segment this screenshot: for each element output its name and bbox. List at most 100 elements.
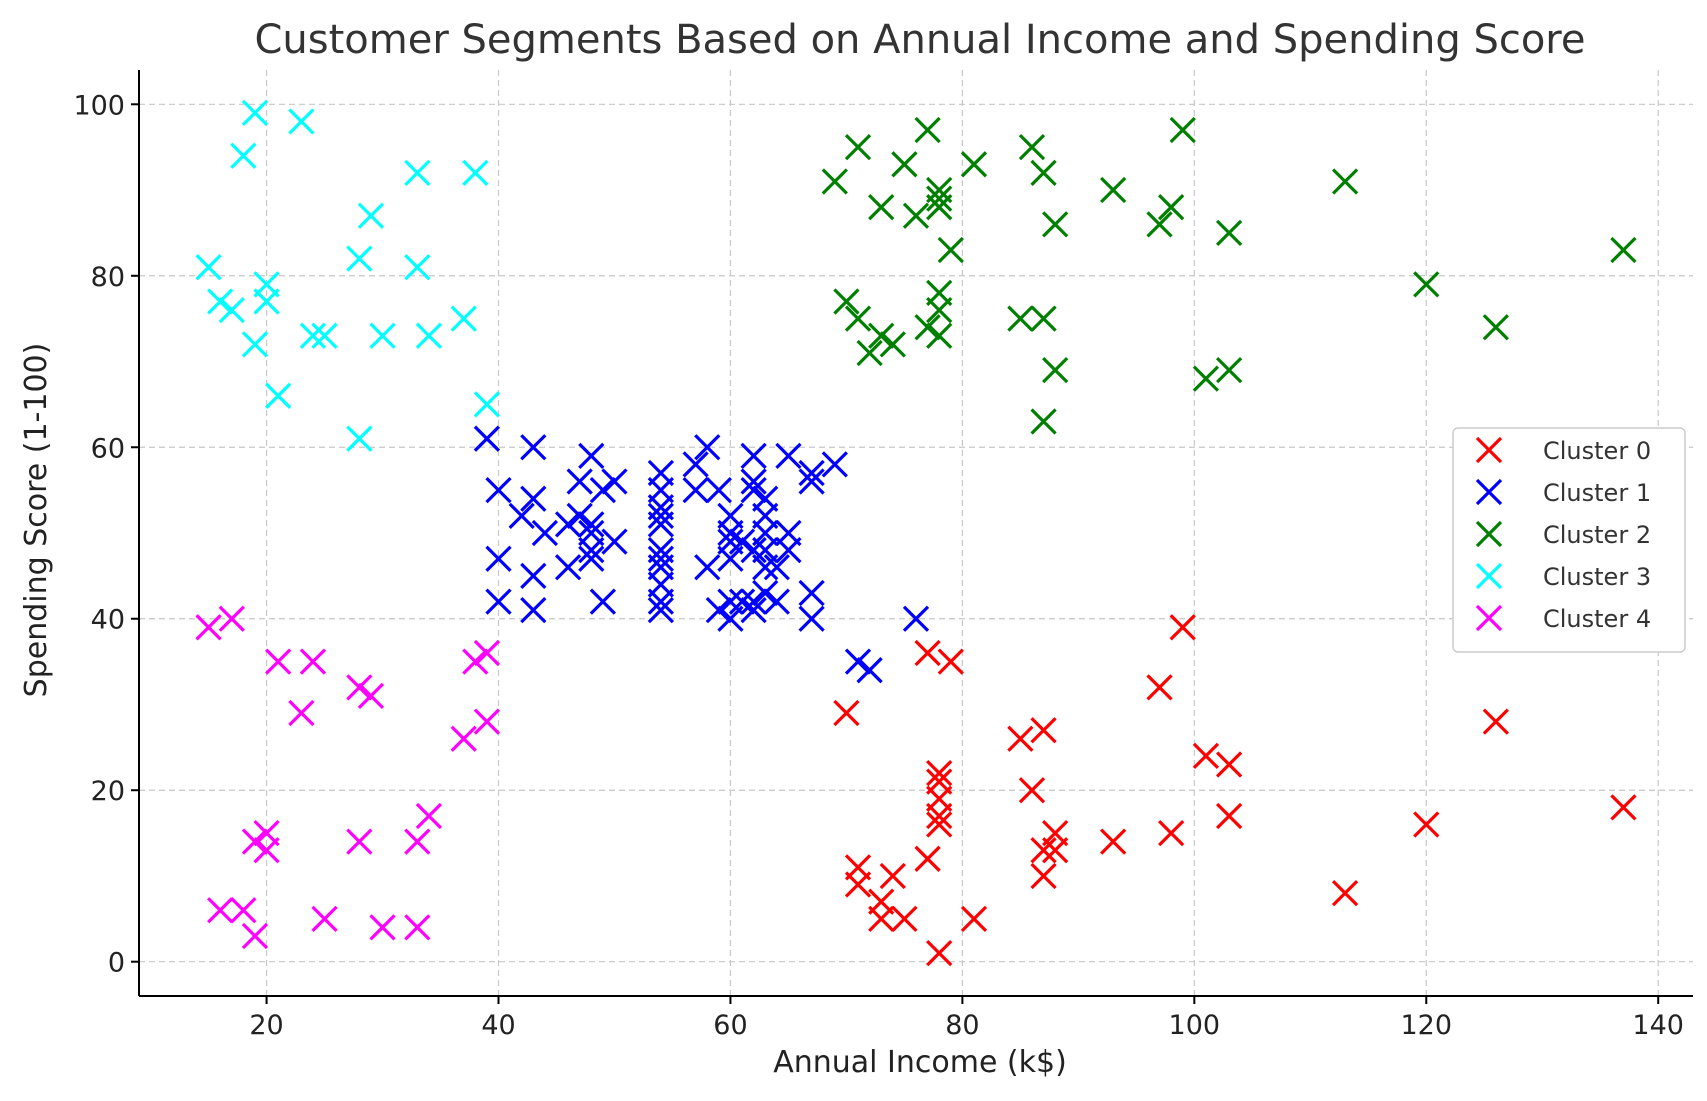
data-point <box>902 202 930 229</box>
data-point <box>404 828 431 855</box>
data-point <box>1018 777 1046 804</box>
data-point <box>647 597 674 624</box>
data-point <box>879 862 906 890</box>
data-point <box>682 476 709 504</box>
legend-box <box>1452 427 1686 653</box>
data-point <box>1146 211 1173 238</box>
data-point <box>207 897 234 924</box>
data-point <box>346 674 373 701</box>
data-point <box>647 459 674 487</box>
data-point <box>589 588 617 615</box>
data-point <box>1169 116 1196 144</box>
data-point <box>775 519 802 547</box>
x-tick-label: 40 <box>481 1010 515 1041</box>
data-point <box>705 476 732 504</box>
legend-entry: Cluster 1 <box>1475 478 1651 507</box>
x-tick-label: 100 <box>1169 1010 1221 1041</box>
data-point <box>520 485 547 512</box>
data-point <box>1100 176 1127 204</box>
data-point <box>1030 717 1057 744</box>
data-point <box>288 108 315 135</box>
data-point <box>578 545 605 572</box>
legend-marker <box>1475 478 1503 506</box>
data-point <box>288 699 315 727</box>
data-point <box>404 914 431 941</box>
data-point <box>937 648 964 675</box>
data-point <box>578 442 605 469</box>
data-point <box>740 468 767 495</box>
data-point <box>1482 314 1509 341</box>
data-point <box>856 339 883 367</box>
data-point <box>218 605 245 632</box>
data-point <box>798 459 825 487</box>
data-point <box>1331 168 1359 195</box>
data-point <box>752 579 779 607</box>
data-point <box>926 811 953 838</box>
data-point <box>473 639 501 667</box>
series-cluster-3 <box>195 99 501 452</box>
data-point <box>891 905 918 932</box>
data-point <box>1331 879 1359 907</box>
data-point <box>821 451 848 478</box>
data-point <box>647 502 674 529</box>
series-cluster-0 <box>833 614 1637 967</box>
legend-label: Cluster 1 <box>1543 479 1651 507</box>
legend-marker <box>1475 436 1503 464</box>
data-point <box>1030 305 1057 332</box>
data-point <box>195 614 222 641</box>
data-point <box>926 194 953 221</box>
data-point <box>520 562 547 590</box>
data-point <box>647 545 674 572</box>
data-point <box>879 331 906 358</box>
y-axis-label: Spending Score (1-100) <box>19 343 54 698</box>
data-point <box>1610 236 1637 264</box>
data-point <box>369 914 396 941</box>
data-point <box>299 322 327 349</box>
data-point <box>404 254 431 281</box>
series-cluster-1 <box>473 425 930 684</box>
y-tick-label: 0 <box>108 948 125 979</box>
data-point <box>717 545 744 572</box>
data-point <box>450 305 477 332</box>
x-tick-label: 120 <box>1400 1010 1452 1041</box>
data-point <box>578 537 605 564</box>
data-point <box>926 759 953 787</box>
data-point <box>346 245 373 272</box>
legend-marker <box>1475 562 1503 590</box>
data-point <box>1018 134 1046 161</box>
data-point <box>311 322 338 349</box>
data-point <box>960 151 988 178</box>
data-point <box>960 905 988 932</box>
data-point <box>1030 862 1057 890</box>
legend-entry: Cluster 2 <box>1475 520 1651 549</box>
x-tick-label: 20 <box>249 1010 283 1041</box>
data-point <box>1030 837 1057 864</box>
data-point <box>346 828 373 855</box>
data-point <box>207 288 234 315</box>
data-point <box>1482 708 1509 735</box>
data-point <box>578 511 605 538</box>
data-point <box>844 871 872 898</box>
data-point <box>926 322 953 349</box>
x-tick-label: 60 <box>713 1010 747 1041</box>
data-point <box>1146 674 1173 701</box>
data-point <box>1157 194 1185 221</box>
data-point <box>844 648 872 675</box>
data-point <box>1042 819 1069 847</box>
data-point <box>1030 159 1057 187</box>
data-point <box>241 828 269 855</box>
data-point <box>485 476 512 504</box>
data-point <box>566 468 593 495</box>
data-point <box>554 511 582 538</box>
data-point <box>554 554 582 581</box>
data-point <box>798 468 825 495</box>
data-point <box>926 939 953 967</box>
data-point <box>914 116 941 144</box>
x-tick-label: 80 <box>945 1010 979 1041</box>
data-point <box>566 502 593 529</box>
data-point <box>902 605 930 632</box>
data-point <box>798 579 825 607</box>
data-point <box>531 519 559 547</box>
legend-marker <box>1475 604 1503 632</box>
